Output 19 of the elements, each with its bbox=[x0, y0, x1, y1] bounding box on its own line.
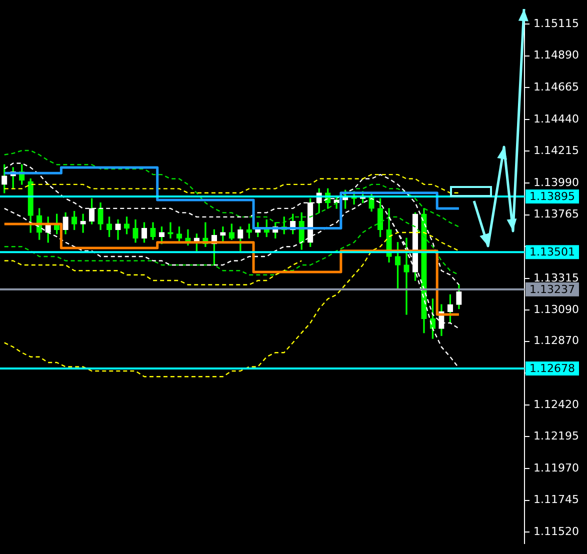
y-tick-label: 1.14440 bbox=[534, 112, 580, 126]
y-tick-label: 1.12195 bbox=[534, 430, 580, 443]
y-tick-label: 1.13765 bbox=[534, 208, 580, 221]
y-tick-label: 1.12420 bbox=[534, 398, 580, 411]
y-tick-label: 1.14215 bbox=[534, 144, 580, 158]
y-tick-label: 1.13315 bbox=[534, 271, 580, 284]
y-tick-label: 1.13090 bbox=[534, 303, 580, 316]
y-tick-label: 1.13990 bbox=[534, 176, 580, 189]
y-tick-label: 1.11745 bbox=[534, 493, 580, 506]
ref-line-label: 1.12678 bbox=[530, 362, 576, 375]
ref-line-label: 1.13895 bbox=[530, 190, 576, 203]
y-tick-label: 1.15115 bbox=[534, 16, 580, 30]
ref-line-label: 1.13237 bbox=[530, 282, 576, 296]
y-tick-label: 1.14890 bbox=[534, 48, 580, 62]
ref-line-label: 1.13501 bbox=[530, 245, 576, 258]
y-tick-label: 1.11970 bbox=[534, 461, 580, 474]
y-tick-label: 1.14665 bbox=[534, 80, 580, 94]
y-tick-label: 1.11520 bbox=[534, 524, 580, 538]
y-tick-label: 1.12870 bbox=[534, 334, 580, 348]
